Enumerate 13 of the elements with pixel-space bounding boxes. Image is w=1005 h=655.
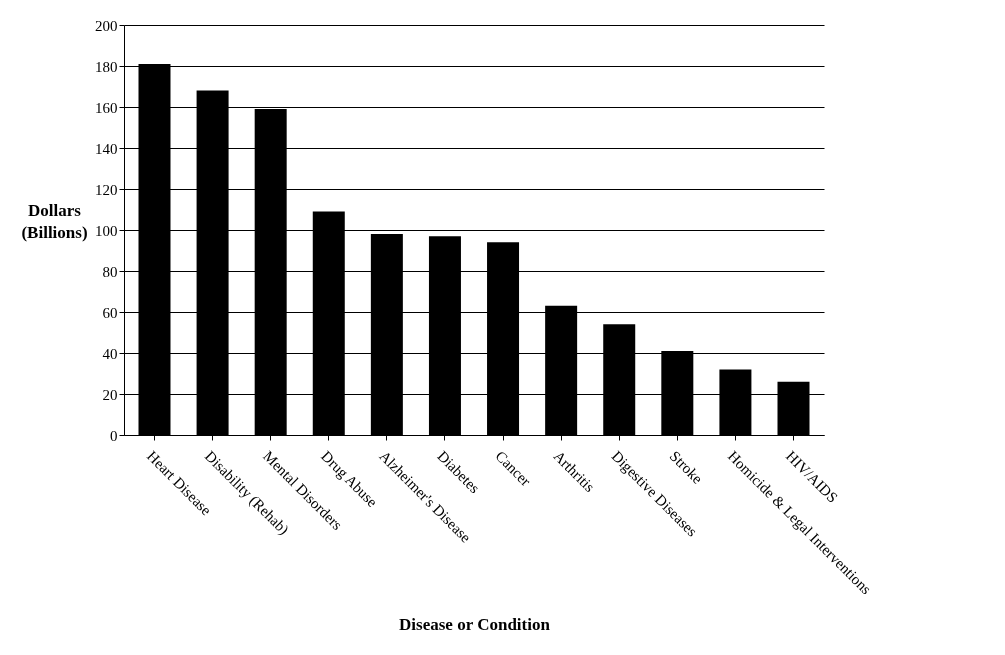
x-axis-title: Disease or Condition <box>399 615 551 635</box>
y-tick-label: 40 <box>102 345 118 362</box>
y-tick-label: 80 <box>102 263 118 280</box>
y-tick-label: 0 <box>110 427 118 444</box>
y-tick-label: 100 <box>95 222 118 239</box>
y-tick-label: 20 <box>102 386 118 403</box>
y-axis-title: Dollars (Billions) <box>21 200 88 242</box>
y-tick-label: 120 <box>95 181 118 198</box>
y-tick-label: 200 <box>95 17 118 34</box>
y-tick-label: 60 <box>102 304 118 321</box>
y-tick-label: 160 <box>95 99 118 116</box>
y-tick-label: 140 <box>95 140 118 157</box>
y-tick-label: 180 <box>95 58 118 75</box>
